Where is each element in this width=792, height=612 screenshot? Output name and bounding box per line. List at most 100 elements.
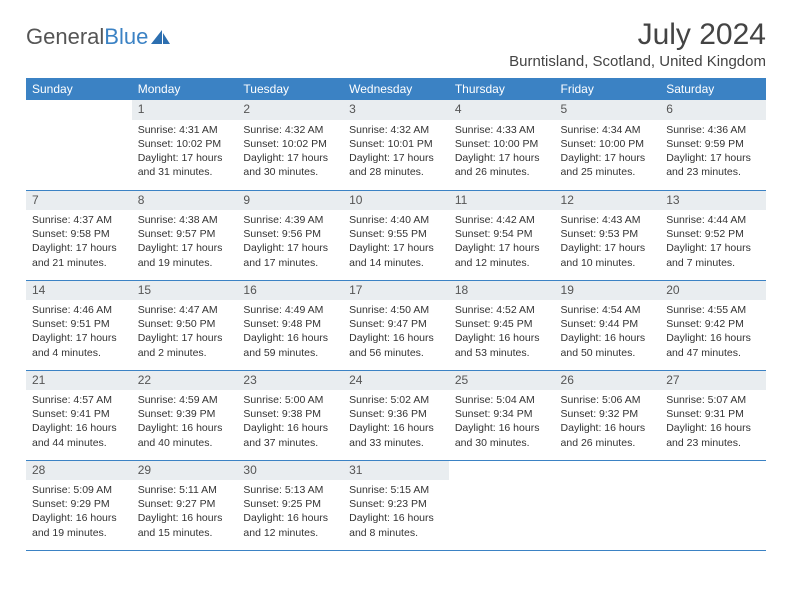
logo-text-blue: Blue: [104, 24, 148, 50]
weekday-header: Sunday: [26, 78, 132, 100]
day-number: 15: [132, 281, 238, 301]
day-detail-line: Sunset: 9:31 PM: [666, 407, 760, 421]
day-detail-line: Daylight: 16 hours: [349, 421, 443, 435]
day-detail-line: Daylight: 17 hours: [349, 241, 443, 255]
day-detail-line: Sunset: 9:27 PM: [138, 497, 232, 511]
day-details: Sunrise: 4:37 AMSunset: 9:58 PMDaylight:…: [26, 210, 132, 274]
calendar-day-cell: 4Sunrise: 4:33 AMSunset: 10:00 PMDayligh…: [449, 100, 555, 190]
day-details: Sunrise: 4:32 AMSunset: 10:02 PMDaylight…: [237, 120, 343, 184]
day-details: Sunrise: 5:04 AMSunset: 9:34 PMDaylight:…: [449, 390, 555, 454]
day-number: 22: [132, 371, 238, 391]
day-detail-line: Sunset: 9:51 PM: [32, 317, 126, 331]
day-number: 11: [449, 191, 555, 211]
day-detail-line: Daylight: 16 hours: [32, 421, 126, 435]
day-detail-line: Sunrise: 4:49 AM: [243, 303, 337, 317]
day-number: 20: [660, 281, 766, 301]
calendar-day-cell: 17Sunrise: 4:50 AMSunset: 9:47 PMDayligh…: [343, 280, 449, 370]
day-detail-line: Sunset: 9:44 PM: [561, 317, 655, 331]
day-details: Sunrise: 4:55 AMSunset: 9:42 PMDaylight:…: [660, 300, 766, 364]
day-detail-line: and 17 minutes.: [243, 256, 337, 270]
calendar-day-cell: 9Sunrise: 4:39 AMSunset: 9:56 PMDaylight…: [237, 190, 343, 280]
day-number: 12: [555, 191, 661, 211]
day-detail-line: Sunrise: 4:36 AM: [666, 123, 760, 137]
calendar-day-cell: 16 Sunrise: 4:49 AMSunset: 9:48 PMDayligh…: [237, 280, 343, 370]
day-details: Sunrise: 4:50 AMSunset: 9:47 PMDaylight:…: [343, 300, 449, 364]
day-details: Sunrise: 4:57 AMSunset: 9:41 PMDaylight:…: [26, 390, 132, 454]
day-detail-line: and 12 minutes.: [455, 256, 549, 270]
day-detail-line: and 40 minutes.: [138, 436, 232, 450]
day-number: 4: [449, 100, 555, 120]
day-detail-line: Daylight: 16 hours: [666, 331, 760, 345]
day-number: 14: [26, 281, 132, 301]
day-detail-line: and 30 minutes.: [455, 436, 549, 450]
weekday-header: Friday: [555, 78, 661, 100]
day-details: Sunrise: 4:33 AMSunset: 10:00 PMDaylight…: [449, 120, 555, 184]
day-detail-line: Daylight: 17 hours: [561, 151, 655, 165]
day-number: 16: [237, 281, 343, 301]
day-detail-line: Daylight: 16 hours: [561, 421, 655, 435]
day-detail-line: Daylight: 17 hours: [455, 151, 549, 165]
day-detail-line: and 30 minutes.: [243, 165, 337, 179]
calendar-week-row: 21Sunrise: 4:57 AMSunset: 9:41 PMDayligh…: [26, 370, 766, 460]
day-detail-line: and 47 minutes.: [666, 346, 760, 360]
calendar-day-cell: 5Sunrise: 4:34 AMSunset: 10:00 PMDayligh…: [555, 100, 661, 190]
day-detail-line: Sunrise: 4:33 AM: [455, 123, 549, 137]
day-detail-line: Daylight: 16 hours: [455, 331, 549, 345]
day-detail-line: and 44 minutes.: [32, 436, 126, 450]
day-details: Sunrise: 5:15 AMSunset: 9:23 PMDaylight:…: [343, 480, 449, 544]
day-detail-line: Sunset: 9:23 PM: [349, 497, 443, 511]
day-detail-line: Sunrise: 4:34 AM: [561, 123, 655, 137]
day-detail-line: Sunset: 10:00 PM: [455, 137, 549, 151]
day-detail-line: and 2 minutes.: [138, 346, 232, 360]
day-details: Sunrise: 4:44 AMSunset: 9:52 PMDaylight:…: [660, 210, 766, 274]
day-detail-line: Sunset: 9:56 PM: [243, 227, 337, 241]
day-detail-line: and 50 minutes.: [561, 346, 655, 360]
day-detail-line: and 14 minutes.: [349, 256, 443, 270]
day-detail-line: and 23 minutes.: [666, 436, 760, 450]
day-detail-line: Sunset: 9:55 PM: [349, 227, 443, 241]
calendar-day-cell: 1Sunrise: 4:31 AMSunset: 10:02 PMDayligh…: [132, 100, 238, 190]
day-number: 28: [26, 461, 132, 481]
day-detail-line: Sunrise: 4:50 AM: [349, 303, 443, 317]
day-details: Sunrise: 4:42 AMSunset: 9:54 PMDaylight:…: [449, 210, 555, 274]
day-details: Sunrise: 4:59 AMSunset: 9:39 PMDaylight:…: [132, 390, 238, 454]
calendar-day-cell: 28Sunrise: 5:09 AMSunset: 9:29 PMDayligh…: [26, 460, 132, 550]
day-detail-line: Sunrise: 4:38 AM: [138, 213, 232, 227]
calendar-day-cell: 22Sunrise: 4:59 AMSunset: 9:39 PMDayligh…: [132, 370, 238, 460]
day-detail-line: Sunrise: 5:09 AM: [32, 483, 126, 497]
day-detail-line: Daylight: 17 hours: [666, 241, 760, 255]
day-number: 18: [449, 281, 555, 301]
day-detail-line: Daylight: 17 hours: [666, 151, 760, 165]
calendar-page: GeneralBlue July 2024 Burntisland, Scotl…: [0, 0, 792, 565]
logo-sail-icon: [150, 28, 172, 46]
calendar-day-cell: 18Sunrise: 4:52 AMSunset: 9:45 PMDayligh…: [449, 280, 555, 370]
day-detail-line: Daylight: 16 hours: [455, 421, 549, 435]
weekday-header: Tuesday: [237, 78, 343, 100]
day-number: 7: [26, 191, 132, 211]
calendar-day-cell: 8Sunrise: 4:38 AMSunset: 9:57 PMDaylight…: [132, 190, 238, 280]
calendar-week-row: 1Sunrise: 4:31 AMSunset: 10:02 PMDayligh…: [26, 100, 766, 190]
day-detail-line: Daylight: 16 hours: [349, 511, 443, 525]
day-detail-line: Sunset: 9:48 PM: [243, 317, 337, 331]
calendar-day-cell: 15Sunrise: 4:47 AMSunset: 9:50 PMDayligh…: [132, 280, 238, 370]
day-number: 19: [555, 281, 661, 301]
day-detail-line: and 56 minutes.: [349, 346, 443, 360]
day-detail-line: Sunset: 9:41 PM: [32, 407, 126, 421]
day-detail-line: and 25 minutes.: [561, 165, 655, 179]
day-detail-line: Sunset: 9:45 PM: [455, 317, 549, 331]
day-detail-line: Sunrise: 5:13 AM: [243, 483, 337, 497]
day-detail-line: and 21 minutes.: [32, 256, 126, 270]
day-detail-line: Sunrise: 4:32 AM: [243, 123, 337, 137]
day-detail-line: and 31 minutes.: [138, 165, 232, 179]
day-detail-line: Daylight: 16 hours: [243, 331, 337, 345]
weekday-header: Wednesday: [343, 78, 449, 100]
day-detail-line: and 10 minutes.: [561, 256, 655, 270]
day-details: Sunrise: 4:31 AMSunset: 10:02 PMDaylight…: [132, 120, 238, 184]
day-detail-line: Sunrise: 4:31 AM: [138, 123, 232, 137]
day-detail-line: Sunrise: 5:11 AM: [138, 483, 232, 497]
day-detail-line: Sunset: 9:29 PM: [32, 497, 126, 511]
day-detail-line: and 4 minutes.: [32, 346, 126, 360]
calendar-day-cell: 7Sunrise: 4:37 AMSunset: 9:58 PMDaylight…: [26, 190, 132, 280]
day-detail-line: and 7 minutes.: [666, 256, 760, 270]
day-detail-line: Sunrise: 4:40 AM: [349, 213, 443, 227]
